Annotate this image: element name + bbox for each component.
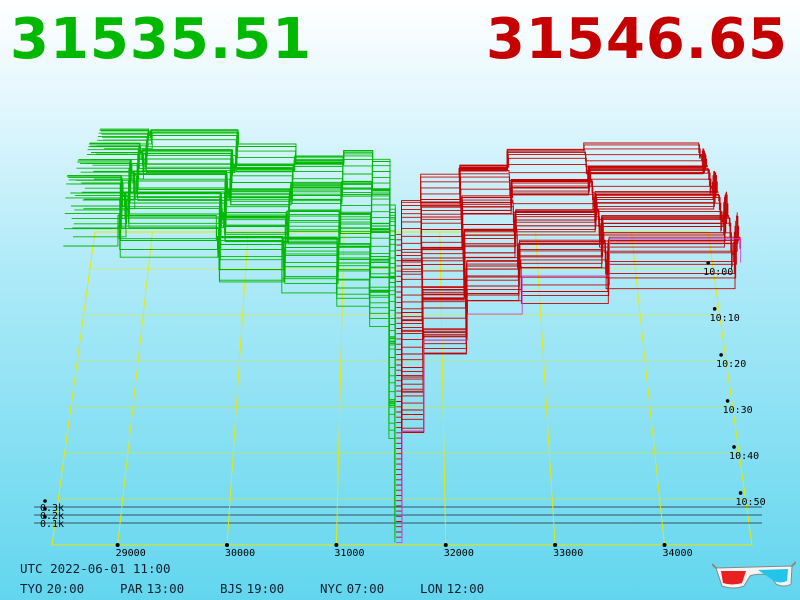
time-tick-label: 10:20: [716, 359, 746, 370]
ask-depth-line: [396, 217, 731, 465]
ask-depth-line: [396, 236, 741, 538]
timezone-lon: LON 12:00: [420, 581, 484, 596]
timezone-label: NYC: [320, 581, 343, 596]
timezone-time: 20:00: [46, 581, 85, 596]
ask-depth-line: [396, 148, 704, 267]
ask-depth-line: [396, 191, 727, 439]
ask-depth-line: [396, 158, 708, 293]
timezone-nyc: NYC 07:00: [320, 581, 384, 596]
ask-depth-line: [396, 192, 727, 434]
timezone-label: BJS: [220, 581, 243, 596]
ask-depth-line: [396, 165, 708, 298]
ask-depth-line: [396, 222, 732, 470]
time-tick-marker: [712, 307, 717, 311]
timezone-time: 12:00: [446, 581, 485, 596]
ask-depth-line: [396, 242, 733, 481]
price-tick-label: 33000: [553, 548, 583, 559]
floor-frame: [51, 231, 753, 546]
time-tick-label: 10:10: [710, 313, 740, 324]
axis-layer: [34, 231, 762, 546]
ask-depth-series: [396, 142, 742, 543]
price-tick-marker: [553, 543, 558, 547]
bid-depth-line: [64, 225, 396, 538]
ask-depth-line: [396, 194, 720, 387]
time-tick-marker: [719, 353, 723, 357]
volume-tick-marker: [43, 499, 47, 503]
ask-depth-line: [396, 170, 715, 350]
timezone-time: 07:00: [346, 581, 385, 596]
timezone-par: PAR 13:00: [120, 581, 184, 596]
ask-depth-line: [396, 191, 719, 376]
ask-depth-line: [396, 203, 729, 449]
volume-tick-label: 0.2k: [40, 511, 64, 522]
time-tick-marker: [706, 261, 710, 265]
ask-depth-line: [396, 215, 730, 455]
price-gridline: [535, 231, 556, 546]
price-gridline: [630, 231, 665, 546]
ask-depth-line: [396, 181, 718, 371]
bid-depth-series: [63, 128, 396, 543]
timezone-bjs: BJS 19:00: [220, 581, 284, 596]
price-tick-label: 32000: [444, 548, 474, 559]
ask-depth-line: [396, 148, 705, 272]
volume-tick-marker: [43, 507, 47, 511]
bid-depth-line: [63, 215, 396, 543]
time-tick-label: 10:40: [729, 451, 759, 462]
bid-price: 31535.51: [10, 7, 313, 72]
price-tick-label: 31000: [334, 548, 364, 559]
price-tick-label: 29000: [116, 548, 146, 559]
ask-depth-line: [396, 167, 709, 303]
price-gridline: [335, 231, 345, 546]
utc-label: UTC: [20, 561, 43, 576]
timezone-time: 13:00: [146, 581, 185, 596]
ask-depth-line: [396, 142, 700, 236]
price-tick-marker: [225, 543, 229, 547]
bid-depth-line: [64, 213, 396, 532]
price-tick-marker: [662, 543, 667, 547]
timezone-time: 19:00: [246, 581, 285, 596]
ask-depth-line: [396, 237, 740, 533]
timezone-tyo: TYO 20:00: [20, 581, 84, 596]
ask-depth-line: [396, 238, 742, 543]
price-gridline: [117, 231, 153, 546]
volume-tick-label: 0.3k: [40, 503, 64, 514]
time-tick-marker: [725, 399, 730, 403]
ask-depth-line: [396, 216, 739, 522]
bid-depth-line: [66, 175, 396, 517]
price-tick-label: 34000: [663, 548, 693, 559]
bid-depth-line: [73, 199, 396, 465]
ask-depth-line: [396, 172, 717, 361]
price-tick-marker: [443, 543, 448, 547]
price-tick-marker: [334, 543, 339, 547]
time-tick-marker: [732, 445, 736, 449]
timezone-label: PAR: [120, 581, 143, 596]
time-tick-marker: [738, 491, 743, 495]
utc-datetime: 2022-06-01 11:00: [50, 561, 171, 576]
price-gridline: [439, 231, 447, 546]
volume-tick-label: 0.1k: [40, 519, 64, 530]
price-tick-label: 30000: [225, 548, 255, 559]
time-tick-label: 10:00: [703, 267, 733, 278]
tick-labels: 0.1k0.2k0.3k 29000 30000 31000 32000 33000 340…: [40, 261, 766, 559]
time-tick-label: 10:50: [736, 497, 766, 508]
time-tick-label: 10:30: [723, 405, 753, 416]
utc-timestamp: UTC 2022-06-01 11:00: [20, 561, 171, 576]
3d-glasses-icon[interactable]: [712, 560, 796, 594]
price-tick-marker: [115, 543, 120, 547]
ask-depth-line: [396, 194, 720, 382]
price-gridline: [226, 231, 249, 546]
ask-depth-line: [396, 202, 725, 418]
bid-depth-line: [73, 193, 396, 470]
ask-price: 31546.65: [485, 7, 788, 72]
ask-depth-line: [396, 150, 705, 277]
ask-depth-line: [396, 171, 715, 345]
ask-depth-line: [396, 196, 725, 423]
bid-depth-line: [75, 179, 396, 449]
timezone-label: TYO: [20, 581, 43, 596]
volume-tick-marker: [43, 515, 47, 519]
timezone-label: LON: [420, 581, 443, 596]
